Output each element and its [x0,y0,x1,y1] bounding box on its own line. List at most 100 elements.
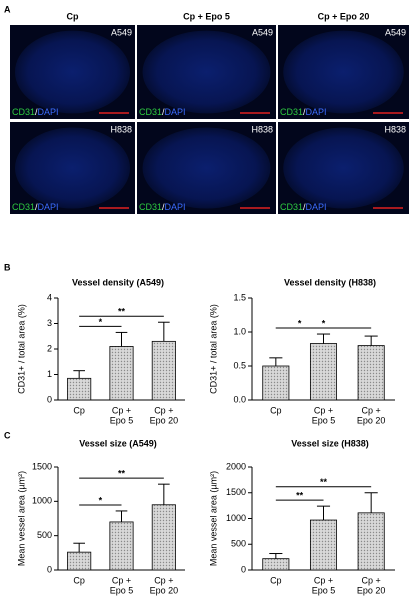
x-tick-label: Epo 20 [150,585,179,595]
x-tick-label: Cp + [112,405,131,415]
y-tick-label: 1.5 [233,292,246,302]
stain-part: DAPI [165,107,186,117]
stain-part: CD31 [280,202,303,212]
tissue-section [15,30,130,114]
stain-part: CD31 [12,202,35,212]
stain-part: DAPI [38,107,59,117]
y-tick-label: 500 [231,539,246,549]
x-tick-label: Cp [73,575,85,585]
x-tick-label: Epo 20 [357,415,386,425]
x-tick-label: Cp + [112,575,131,585]
stain-label: CD31/DAPI [12,202,59,212]
cell-line-label: H838 [384,124,406,134]
x-tick-label: Epo 5 [110,585,134,595]
panel-letter: A [4,4,11,14]
x-tick-label: Cp [270,575,282,585]
cell-line-label: A549 [111,27,132,37]
x-tick-label: Epo 20 [357,585,386,595]
stain-label: CD31/DAPI [139,107,186,117]
y-tick-label: 1000 [32,496,52,506]
significance-label: ** [118,307,126,317]
bar [151,340,176,401]
x-tick-label: Cp + [362,575,381,585]
y-tick-label: 2000 [226,461,246,471]
stain-part: DAPI [38,202,59,212]
y-tick-label: 1500 [226,487,246,497]
cell-line-label: A549 [385,27,406,37]
x-tick-label: Epo 5 [312,585,336,595]
y-tick-label: 1500 [32,461,52,471]
x-tick-label: Cp + [314,575,333,585]
x-tick-label: Cp [73,405,85,415]
stain-part: / [35,202,38,212]
stain-label: CD31/DAPI [280,202,327,212]
column-header: Cp [67,11,79,21]
bar [109,521,134,571]
bar [109,346,134,401]
bar [262,365,290,401]
stain-part: / [303,107,306,117]
significance-label: ** [296,491,304,501]
significance-label: * [298,318,302,328]
bar [309,343,338,401]
bar [357,512,385,571]
x-tick-label: Epo 5 [110,415,134,425]
x-tick-label: Cp + [314,405,333,415]
stain-part: / [35,107,38,117]
stain-part: CD31 [139,202,162,212]
y-tick-label: 3 [47,318,52,328]
significance-label: ** [320,477,328,487]
stain-part: / [162,107,165,117]
y-tick-label: 500 [37,530,52,540]
tissue-section [15,127,130,209]
bar [67,551,92,571]
panel-letter: B [4,262,11,272]
chart-title: Vessel size (A549) [79,438,157,448]
x-tick-label: Epo 5 [312,415,336,425]
y-tick-label: 2 [47,343,52,353]
stain-part: / [162,202,165,212]
x-tick-label: Cp [270,405,282,415]
cell-line-label: H838 [251,124,273,134]
y-tick-label: 0 [47,394,52,404]
stain-part: DAPI [306,107,327,117]
y-tick-label: 0.0 [233,394,246,404]
y-axis-label: Mean vessel area (µm²) [16,471,26,566]
chart-title: Vessel density (A549) [72,277,164,287]
column-header: Cp + Epo 5 [183,11,230,21]
y-tick-label: 0 [241,564,246,574]
y-tick-label: 4 [47,292,52,302]
bar [151,504,176,571]
cell-line-label: A549 [252,27,273,37]
bar [357,345,385,401]
stain-label: CD31/DAPI [280,107,327,117]
significance-label: * [99,317,103,327]
bar [262,558,290,571]
column-header: Cp + Epo 20 [318,11,370,21]
y-tick-label: 1.0 [233,326,246,336]
y-tick-label: 1 [47,369,52,379]
tissue-section [142,127,271,209]
tissue-section [283,127,404,209]
x-tick-label: Cp + [362,405,381,415]
bar [67,377,92,401]
x-tick-label: Cp + [154,575,173,585]
y-axis-label: CD31+ / total area (%) [16,304,26,394]
stain-part: / [303,202,306,212]
x-tick-label: Cp + [154,405,173,415]
stain-part: CD31 [139,107,162,117]
stain-part: CD31 [280,107,303,117]
significance-label: ** [118,469,126,479]
bar [309,519,338,571]
panel-letter: C [4,430,11,440]
x-tick-label: Epo 20 [150,415,179,425]
stain-part: DAPI [306,202,327,212]
tissue-section [142,30,271,114]
y-axis-label: CD31+ / total area (%) [208,304,218,394]
cell-line-label: H838 [110,124,132,134]
y-tick-label: 1000 [226,513,246,523]
y-axis-label: Mean vessel area (µm²) [208,471,218,566]
stain-part: DAPI [165,202,186,212]
significance-label: * [99,495,103,505]
stain-label: CD31/DAPI [139,202,186,212]
